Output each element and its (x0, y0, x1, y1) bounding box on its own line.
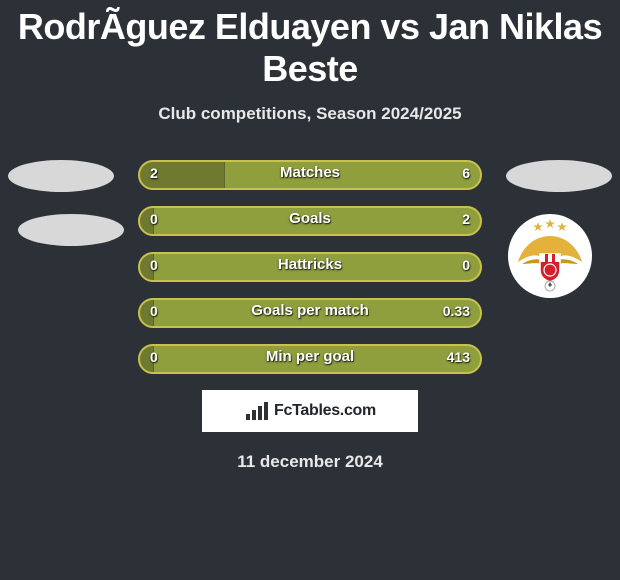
bars-icon (244, 400, 270, 422)
stat-row: 26Matches (0, 160, 620, 190)
date-label: 11 december 2024 (0, 452, 620, 472)
stat-label: Min per goal (138, 344, 482, 374)
page-title: RodrÃ­guez Elduayen vs Jan Niklas Beste (0, 0, 620, 90)
comparison-stage: 26Matches 02Goals 00Hattricks 00.33Goals pe… (0, 160, 620, 374)
stat-row: 0413Min per goal (0, 344, 620, 374)
stat-rows: 26Matches 02Goals 00Hattricks 00.33Goals pe… (0, 160, 620, 374)
stat-label: Hattricks (138, 252, 482, 282)
subtitle: Club competitions, Season 2024/2025 (0, 104, 620, 124)
stat-row: 00.33Goals per match (0, 298, 620, 328)
brand-label: FcTables.com (274, 402, 376, 420)
footer-attribution: FcTables.com (202, 390, 418, 432)
stat-row: 00Hattricks (0, 252, 620, 282)
stat-row: 02Goals (0, 206, 620, 236)
stat-label: Goals (138, 206, 482, 236)
stat-label: Goals per match (138, 298, 482, 328)
stat-label: Matches (138, 160, 482, 190)
